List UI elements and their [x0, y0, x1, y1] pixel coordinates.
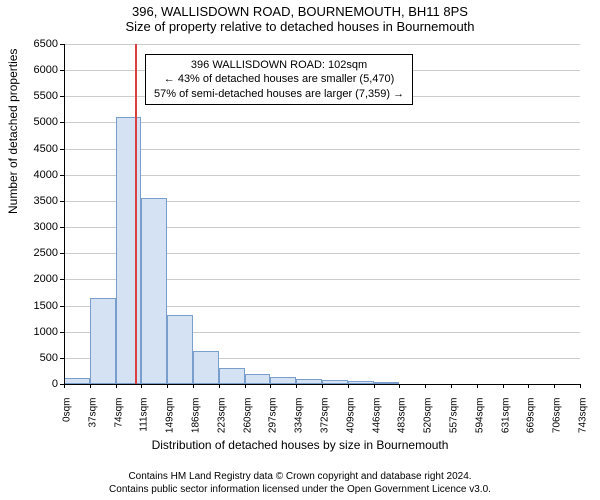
y-tick-label: 2500 [18, 247, 58, 259]
histogram-bar [219, 368, 245, 384]
x-tick-mark [451, 384, 452, 388]
footer: Contains HM Land Registry data © Crown c… [0, 471, 600, 496]
info-line-2: ← 43% of detached houses are smaller (5,… [154, 72, 404, 86]
y-tick-label: 5500 [18, 90, 58, 102]
y-tick-label: 6000 [18, 64, 58, 76]
info-line-3: 57% of semi-detached houses are larger (… [154, 87, 404, 101]
footer-line-1: Contains HM Land Registry data © Crown c… [0, 471, 600, 484]
histogram-bar [245, 374, 271, 384]
info-line-1: 396 WALLISDOWN ROAD: 102sqm [154, 58, 404, 72]
x-tick-label: 446sqm [371, 398, 382, 434]
y-tick-label: 6500 [18, 38, 58, 50]
x-tick-label: 74sqm [113, 398, 124, 428]
histogram-bar [270, 377, 296, 384]
x-tick-mark [528, 384, 529, 388]
x-tick-label: 409sqm [345, 398, 356, 434]
y-tick-mark [60, 358, 64, 359]
x-tick-label: 743sqm [578, 398, 589, 434]
y-tick-label: 0 [18, 378, 58, 390]
x-tick-mark [219, 384, 220, 388]
y-tick-label: 3000 [18, 221, 58, 233]
x-tick-mark [90, 384, 91, 388]
x-tick-mark [503, 384, 504, 388]
x-tick-mark [64, 384, 65, 388]
x-tick-label: 223sqm [216, 398, 227, 434]
y-tick-mark [60, 44, 64, 45]
x-tick-label: 111sqm [139, 398, 150, 432]
y-tick-label: 5000 [18, 116, 58, 128]
y-tick-mark [60, 279, 64, 280]
y-tick-mark [60, 122, 64, 123]
y-tick-label: 500 [18, 352, 58, 364]
info-box: 396 WALLISDOWN ROAD: 102sqm ← 43% of det… [145, 54, 413, 105]
y-tick-mark [60, 306, 64, 307]
x-tick-label: 372sqm [320, 398, 331, 434]
y-tick-mark [60, 332, 64, 333]
histogram-bar [167, 315, 193, 384]
y-tick-label: 4000 [18, 169, 58, 181]
y-tick-mark [60, 227, 64, 228]
y-tick-label: 3500 [18, 195, 58, 207]
y-tick-label: 2000 [18, 273, 58, 285]
histogram-bar [193, 351, 219, 384]
y-tick-label: 1000 [18, 326, 58, 338]
x-tick-label: 149sqm [165, 398, 176, 434]
y-tick-mark [60, 149, 64, 150]
x-tick-label: 520sqm [423, 398, 434, 434]
y-axis-line [64, 44, 65, 384]
y-tick-mark [60, 201, 64, 202]
x-tick-label: 334sqm [294, 398, 305, 434]
x-tick-mark [554, 384, 555, 388]
y-tick-mark [60, 96, 64, 97]
gridline [64, 44, 580, 45]
x-tick-mark [296, 384, 297, 388]
x-tick-mark [477, 384, 478, 388]
x-tick-mark [141, 384, 142, 388]
x-tick-label: 594sqm [474, 398, 485, 434]
x-tick-mark [193, 384, 194, 388]
x-tick-mark [374, 384, 375, 388]
histogram-bar [141, 198, 167, 384]
footer-line-2: Contains public sector information licen… [0, 484, 600, 497]
x-tick-label: 631sqm [500, 398, 511, 434]
gridline [64, 149, 580, 150]
x-tick-mark [270, 384, 271, 388]
x-tick-mark [425, 384, 426, 388]
x-tick-mark [245, 384, 246, 388]
x-tick-mark [322, 384, 323, 388]
x-tick-label: 669sqm [526, 398, 537, 434]
x-tick-mark [399, 384, 400, 388]
title-block: 396, WALLISDOWN ROAD, BOURNEMOUTH, BH11 … [0, 0, 600, 34]
y-tick-mark [60, 253, 64, 254]
x-axis-title: Distribution of detached houses by size … [0, 438, 600, 452]
x-tick-label: 0sqm [62, 398, 73, 422]
main-title: 396, WALLISDOWN ROAD, BOURNEMOUTH, BH11 … [0, 4, 600, 19]
x-tick-label: 260sqm [242, 398, 253, 434]
x-tick-mark [348, 384, 349, 388]
histogram-bar [90, 298, 116, 384]
y-tick-mark [60, 175, 64, 176]
histogram-bar [116, 117, 142, 384]
x-tick-mark [580, 384, 581, 388]
x-tick-label: 37sqm [87, 398, 98, 428]
y-tick-mark [60, 70, 64, 71]
gridline [64, 175, 580, 176]
sub-title: Size of property relative to detached ho… [0, 19, 600, 34]
x-tick-mark [116, 384, 117, 388]
x-tick-label: 483sqm [397, 398, 408, 434]
x-tick-mark [167, 384, 168, 388]
y-tick-label: 4500 [18, 143, 58, 155]
x-tick-label: 557sqm [449, 398, 460, 434]
x-tick-label: 186sqm [191, 398, 202, 434]
x-tick-label: 706sqm [552, 398, 563, 434]
y-tick-label: 1500 [18, 300, 58, 312]
chart-area: 0500100015002000250030003500400045005000… [50, 44, 580, 424]
reference-line [135, 44, 137, 384]
x-tick-label: 297sqm [268, 398, 279, 434]
gridline [64, 122, 580, 123]
